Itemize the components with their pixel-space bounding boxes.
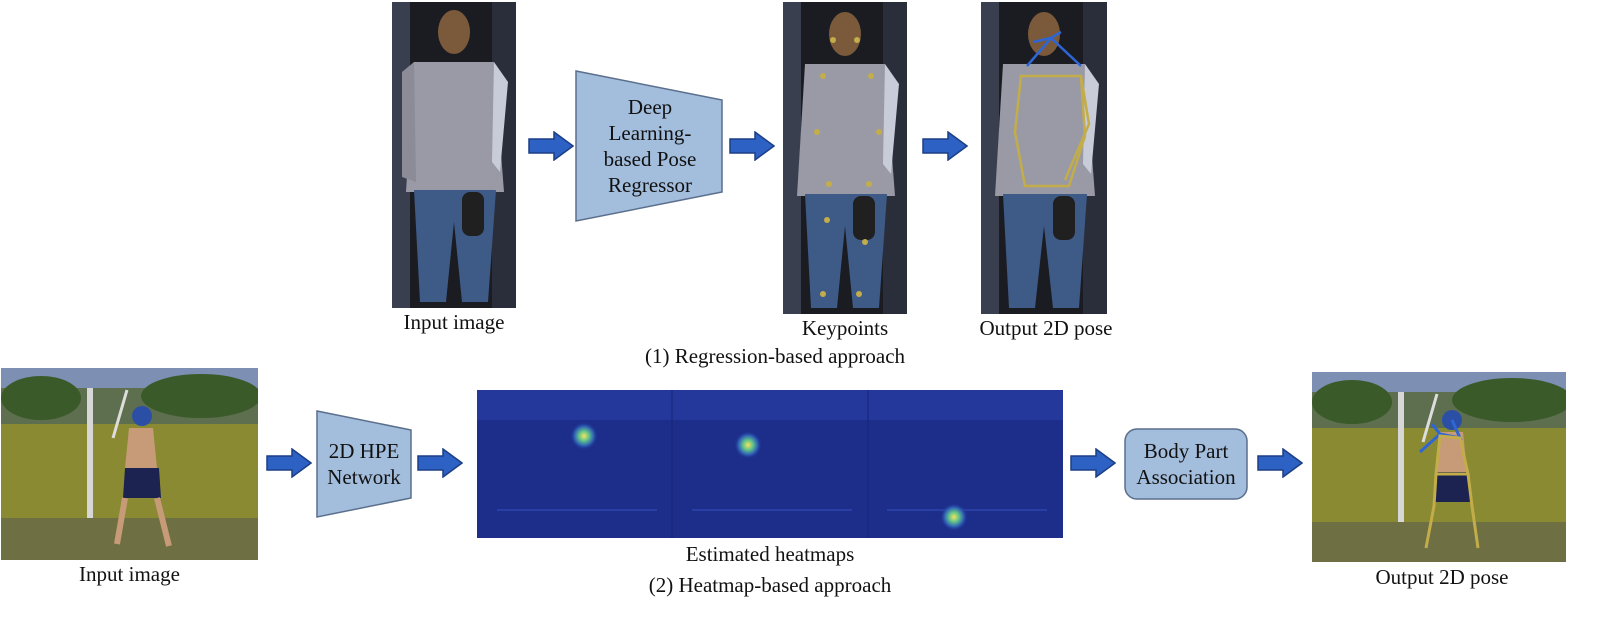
- arrow-right-icon: [729, 131, 775, 161]
- regression-output-image: [981, 2, 1107, 314]
- arrow-right-icon: [1257, 448, 1303, 478]
- heatmap-input-image: [1, 368, 258, 560]
- estimated-heatmaps-image: [477, 390, 1063, 538]
- keypoints-label: Keypoints: [801, 316, 889, 340]
- body-part-association-block: Body Part Association: [1124, 428, 1248, 500]
- regressor-text-line-1: Deep: [627, 95, 673, 119]
- association-line-1: Body Part: [1143, 439, 1229, 463]
- arrow-right-icon: [417, 448, 463, 478]
- regression-input-label: Input image: [403, 310, 505, 334]
- heatmap-caption: (2) Heatmap-based approach: [648, 573, 892, 597]
- association-line-2: Association: [1136, 465, 1236, 489]
- regressor-text-line-2: Learning-: [608, 121, 692, 145]
- hpe-network-block: 2D HPE Network: [316, 410, 412, 518]
- estimated-heatmaps-label: Estimated heatmaps: [685, 542, 855, 566]
- regressor-text-line-4: Regressor: [608, 173, 692, 197]
- heatmap-output-label: Output 2D pose: [1375, 565, 1509, 589]
- regression-caption: (1) Regression-based approach: [644, 344, 906, 368]
- arrow-right-icon: [266, 448, 312, 478]
- regressor-text-line-3: based Pose: [603, 147, 697, 171]
- pose-regressor-block: Deep Learning- based Pose Regressor: [575, 70, 723, 222]
- regression-output-label: Output 2D pose: [979, 316, 1113, 340]
- heatmap-input-label: Input image: [79, 562, 180, 586]
- keypoints-image: [783, 2, 907, 314]
- regression-input-image: [392, 2, 516, 308]
- heatmap-output-image: [1312, 372, 1566, 562]
- arrow-right-icon: [1070, 448, 1116, 478]
- hpe-network-line-1: 2D HPE: [328, 439, 400, 463]
- arrow-right-icon: [528, 131, 574, 161]
- hpe-network-line-2: Network: [327, 465, 401, 489]
- arrow-right-icon: [922, 131, 968, 161]
